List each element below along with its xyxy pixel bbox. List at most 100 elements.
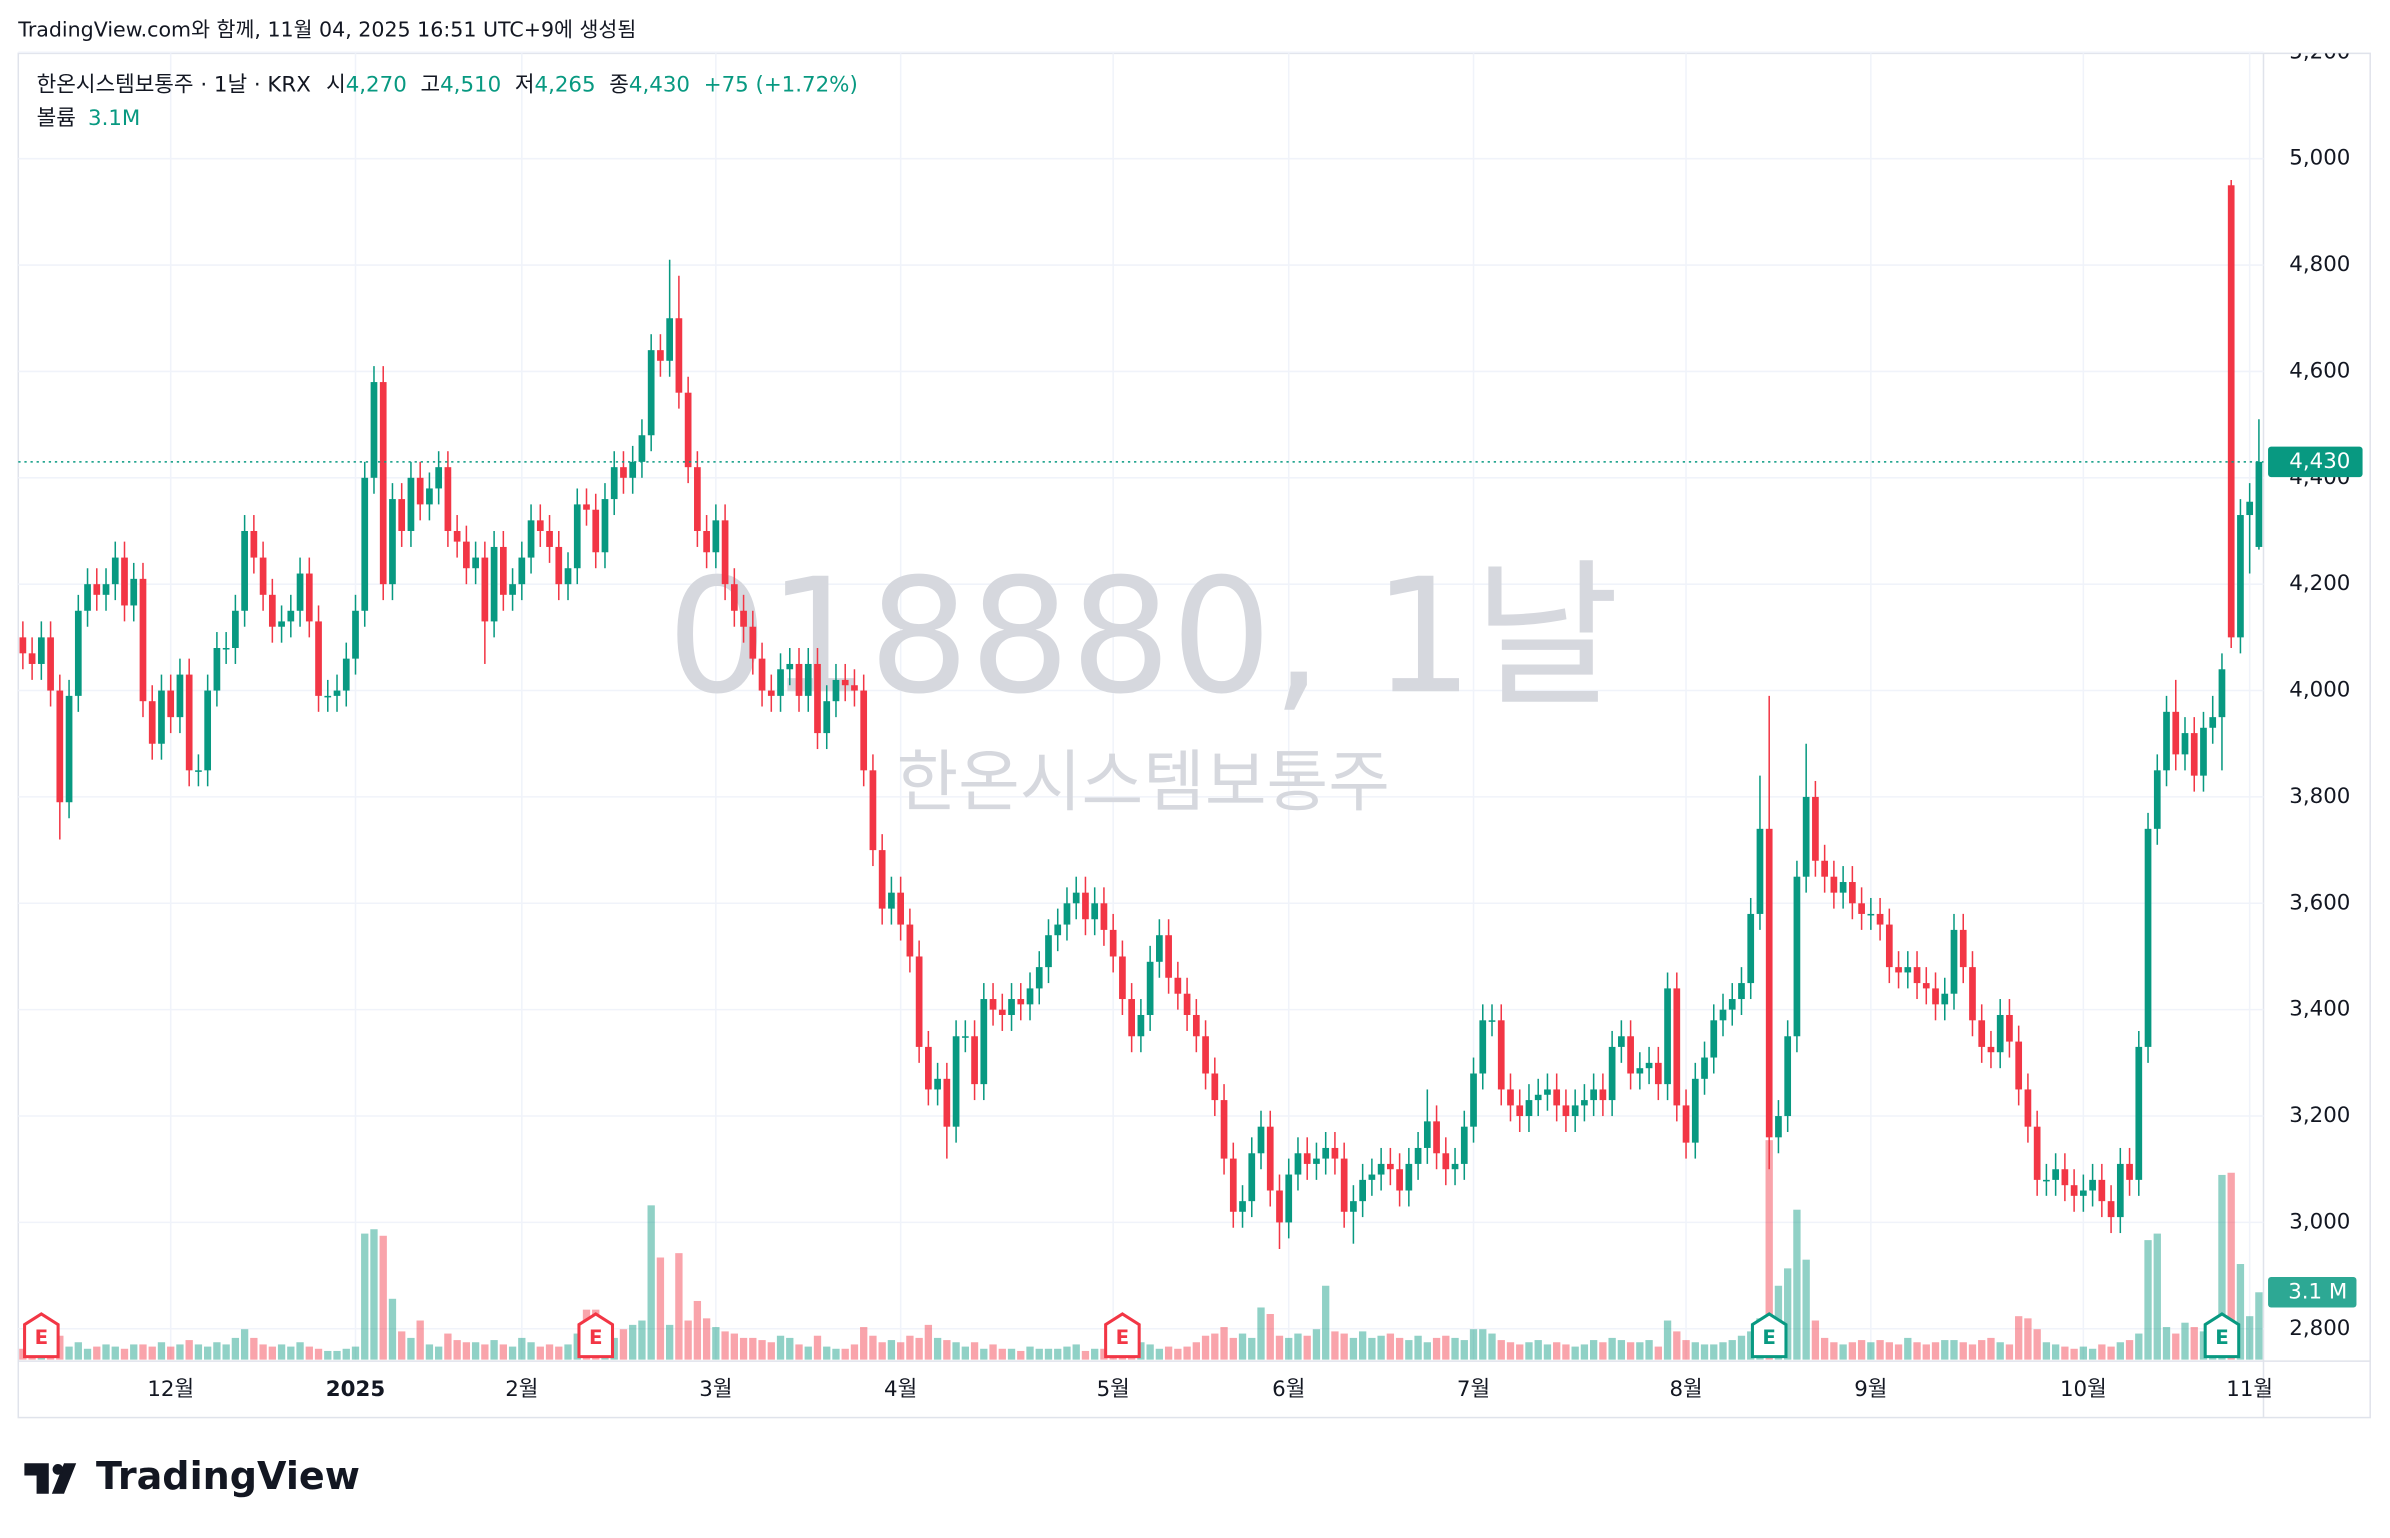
- candle-body: [1248, 1153, 1256, 1202]
- y-tick-label: 3,200: [2289, 1103, 2350, 1128]
- volume-bar: [351, 1346, 360, 1360]
- volume-bar: [1719, 1342, 1727, 1360]
- candle-body: [1719, 1009, 1727, 1021]
- volume-bar: [1303, 1335, 1311, 1360]
- volume-bar: [776, 1335, 785, 1360]
- earnings-label: E: [35, 1326, 49, 1349]
- candle-body: [620, 467, 627, 478]
- volume-bar: [1331, 1331, 1339, 1360]
- volume-bar: [1857, 1340, 1866, 1360]
- x-tick-label: 9월: [1854, 1377, 1887, 1402]
- candle-body: [333, 690, 341, 696]
- x-tick-label: 5월: [1097, 1377, 1130, 1402]
- volume-bar: [813, 1335, 822, 1360]
- candle-body: [259, 557, 267, 595]
- candle-body: [2181, 733, 2189, 755]
- candle-body: [426, 488, 433, 505]
- candle-body: [1100, 903, 1108, 930]
- candle-body: [74, 610, 82, 696]
- candle-body: [860, 690, 868, 771]
- candle-body: [2218, 669, 2226, 718]
- candle-body: [795, 663, 803, 696]
- candle-body: [296, 573, 304, 611]
- volume-bar: [176, 1344, 184, 1360]
- candle-body: [232, 610, 239, 649]
- candle-body: [1229, 1158, 1237, 1212]
- candle-body: [2163, 711, 2170, 771]
- volume-bar: [1784, 1268, 1792, 1360]
- ohlc-label: 고: [420, 72, 440, 97]
- earnings-label: E: [1762, 1326, 1776, 1349]
- volume-bar: [1553, 1342, 1561, 1360]
- candle-body: [398, 499, 406, 531]
- candle-body: [1765, 828, 1773, 1138]
- candle-body: [1008, 999, 1015, 1015]
- candle-body: [934, 1078, 941, 1090]
- logo-icon: [52, 1464, 64, 1475]
- volume-bar: [1349, 1337, 1358, 1360]
- candle-body: [1350, 1201, 1357, 1212]
- symbol: 한온시스템보통주 · 1날 · KRX: [37, 72, 311, 97]
- candle-body: [2024, 1089, 2032, 1127]
- volume-bar: [1377, 1335, 1385, 1360]
- volume-bar: [471, 1342, 480, 1360]
- candle-body: [2043, 1179, 2050, 1182]
- volume-bar: [1747, 1331, 1755, 1360]
- volume-bar: [1026, 1346, 1034, 1360]
- candle-body: [2107, 1201, 2115, 1218]
- volume-bar: [1063, 1346, 1071, 1360]
- volume-bar: [518, 1337, 526, 1360]
- volume-bar: [1608, 1337, 1616, 1360]
- volume-bar: [296, 1342, 304, 1360]
- x-tick-label: 2025: [326, 1377, 385, 1402]
- candle-body: [647, 350, 655, 436]
- volume-bar: [952, 1342, 960, 1360]
- volume-bar: [481, 1344, 489, 1360]
- candle-body: [971, 1036, 978, 1085]
- candle-body: [1470, 1073, 1477, 1127]
- volume-bar: [1737, 1335, 1746, 1360]
- volume-bar: [961, 1346, 969, 1360]
- candle-body: [2080, 1190, 2087, 1196]
- legend-header: 한온시스템보통주 · 1날 · KRX 시4,270 고4,510 저4,265 종4,…: [37, 72, 858, 97]
- volume-bar: [629, 1324, 637, 1360]
- candle-body: [1830, 876, 1838, 893]
- candle-body: [1701, 1057, 1708, 1079]
- candle-body: [1451, 1163, 1459, 1170]
- volume-bar: [2024, 1318, 2032, 1360]
- volume-bar: [656, 1257, 665, 1360]
- candle-body: [379, 382, 387, 585]
- candle-body: [1303, 1153, 1311, 1164]
- candle-body: [1146, 961, 1154, 1015]
- ohlc-value: 4,270: [346, 72, 407, 97]
- candle-body: [139, 578, 147, 702]
- y-tick-label: 4,800: [2289, 252, 2350, 277]
- candle-body: [601, 499, 609, 553]
- volume-bar: [2236, 1264, 2245, 1360]
- y-tick-label: 3,000: [2289, 1209, 2350, 1234]
- x-tick-label: 12월: [147, 1377, 194, 1402]
- volume-bar: [573, 1333, 581, 1360]
- candle-body: [148, 701, 156, 744]
- volume-bar: [2172, 1333, 2180, 1360]
- candle-body: [65, 695, 73, 803]
- candle-body: [389, 499, 396, 585]
- volume-bar: [1479, 1329, 1487, 1360]
- candle-body: [573, 504, 581, 569]
- earnings-marker: [1750, 1312, 1788, 1359]
- candle-body: [1460, 1126, 1468, 1164]
- candle-body: [1664, 988, 1671, 1085]
- volume-bar: [2135, 1333, 2143, 1360]
- x-tick-label: 4월: [884, 1377, 917, 1402]
- candle-body: [1239, 1201, 1246, 1212]
- ohlc-value: 4,265: [535, 72, 596, 97]
- volume-bar: [2098, 1344, 2106, 1360]
- candle-body: [1969, 967, 1976, 1021]
- volume-bar: [998, 1348, 1006, 1360]
- volume-bar: [1894, 1344, 1903, 1360]
- candle-body: [1599, 1089, 1607, 1101]
- candle-body: [1026, 988, 1034, 1005]
- volume-bar: [1673, 1331, 1681, 1360]
- candle-body: [730, 584, 738, 611]
